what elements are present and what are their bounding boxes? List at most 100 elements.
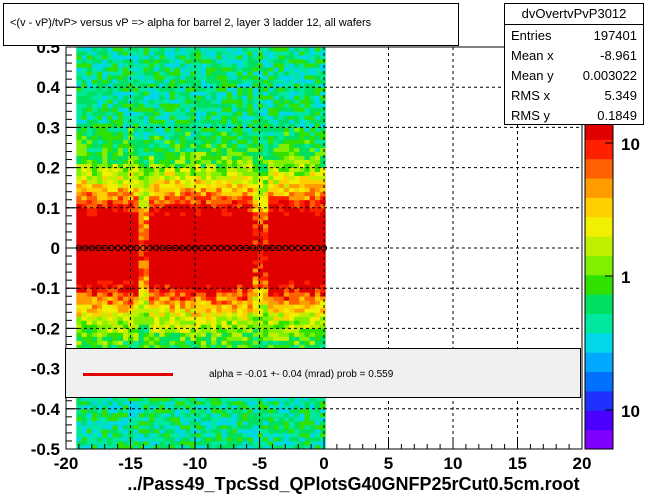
heatmap-cell — [257, 260, 264, 265]
heatmap-cell — [278, 143, 285, 148]
heatmap-cell — [221, 332, 228, 337]
heatmap-cell — [97, 444, 103, 450]
heatmap-cell — [294, 59, 300, 64]
heatmap-cell — [273, 167, 280, 173]
heatmap-cell — [76, 211, 82, 217]
heatmap-cell — [263, 119, 269, 124]
heatmap-cell — [288, 47, 295, 52]
heatmap-cell — [304, 280, 311, 285]
heatmap-cell — [247, 95, 254, 100]
heatmap-cell — [81, 163, 88, 168]
x-axis: -20 -15 -10 -5 0 5 10 15 20 — [54, 439, 591, 473]
heatmap-cell — [247, 151, 254, 156]
heatmap-cell — [169, 252, 176, 257]
heatmap-cell — [283, 227, 290, 233]
heatmap-cell — [159, 63, 165, 68]
heatmap-cell — [273, 79, 280, 84]
heatmap-cell — [154, 175, 160, 181]
heatmap-cell — [237, 296, 243, 301]
heatmap-cell — [138, 155, 145, 160]
heatmap-cell — [76, 296, 82, 301]
heatmap-cell — [102, 47, 108, 52]
heatmap-cell — [226, 175, 233, 181]
heatmap-cell — [138, 308, 145, 313]
heatmap-cell — [247, 203, 254, 209]
heatmap-cell — [299, 424, 305, 430]
heatmap-cell — [86, 268, 93, 273]
heatmap-cell — [112, 328, 119, 333]
heatmap-cell — [268, 260, 274, 265]
heatmap-cell — [112, 432, 119, 438]
heatmap-cell — [159, 67, 165, 72]
heatmap-cell — [320, 420, 326, 426]
heatmap-cell — [237, 340, 243, 345]
heatmap-cell — [231, 324, 238, 329]
heatmap-cell — [205, 260, 212, 265]
heatmap-cell — [231, 408, 238, 414]
heatmap-cell — [81, 99, 88, 104]
heatmap-cell — [314, 444, 321, 450]
heatmap-cell — [86, 143, 93, 148]
heatmap-cell — [247, 344, 254, 349]
heatmap-cell — [159, 396, 165, 402]
heatmap-cell — [190, 340, 197, 345]
heatmap-cell — [91, 252, 98, 257]
heatmap-cell — [263, 308, 269, 313]
heatmap-cell — [174, 119, 181, 124]
profile-point — [217, 244, 224, 252]
heatmap-cell — [294, 420, 300, 426]
heatmap-cell — [169, 199, 176, 205]
heatmap-cell — [278, 248, 285, 253]
heatmap-cell — [148, 59, 155, 64]
heatmap-cell — [278, 412, 285, 418]
heatmap-cell — [320, 59, 326, 64]
profile-point — [295, 244, 302, 252]
heatmap-cell — [294, 91, 300, 96]
heatmap-cell — [86, 252, 93, 257]
heatmap-cell — [81, 304, 88, 309]
heatmap-cell — [190, 308, 197, 313]
heatmap-cell — [252, 227, 259, 233]
heatmap-cell — [252, 175, 259, 181]
heatmap-cell — [231, 316, 238, 321]
heatmap-cell — [294, 187, 300, 193]
heatmap-cell — [216, 187, 222, 193]
heatmap-cell — [174, 95, 181, 100]
heatmap-cell — [185, 119, 191, 124]
heatmap-cell — [304, 416, 311, 422]
heatmap-cell — [268, 187, 274, 193]
heatmap-cell — [185, 99, 191, 104]
heatmap-cell — [97, 420, 103, 426]
heatmap-cell — [231, 123, 238, 128]
heatmap-cell — [288, 71, 295, 76]
heatmap-cell — [216, 55, 222, 60]
heatmap-cell — [221, 75, 228, 80]
heatmap-cell — [211, 312, 217, 317]
heatmap-cell — [309, 207, 316, 213]
heatmap-cell — [159, 55, 165, 60]
heatmap-cell — [107, 320, 114, 325]
heatmap-cell — [216, 219, 222, 225]
heatmap-cell — [268, 292, 274, 297]
heatmap-cell — [148, 75, 155, 80]
heatmap-cell — [257, 432, 264, 438]
heatmap-cell — [283, 344, 290, 349]
heatmap-cell — [133, 344, 139, 349]
heatmap-cell — [320, 187, 326, 193]
heatmap-cell — [117, 292, 124, 297]
heatmap-cell — [190, 123, 197, 128]
heatmap-cell — [247, 316, 254, 321]
heatmap-cell — [133, 115, 139, 120]
heatmap-cell — [97, 103, 103, 108]
heatmap-cell — [278, 95, 285, 100]
heatmap-cell — [205, 416, 212, 422]
heatmap-cell — [304, 235, 311, 241]
heatmap-cell — [128, 336, 134, 341]
heatmap-cell — [117, 219, 124, 225]
heatmap-cell — [263, 167, 269, 173]
heatmap-cell — [169, 304, 176, 309]
heatmap-cell — [81, 292, 88, 297]
heatmap-cell — [257, 115, 264, 120]
heatmap-cell — [320, 436, 326, 442]
